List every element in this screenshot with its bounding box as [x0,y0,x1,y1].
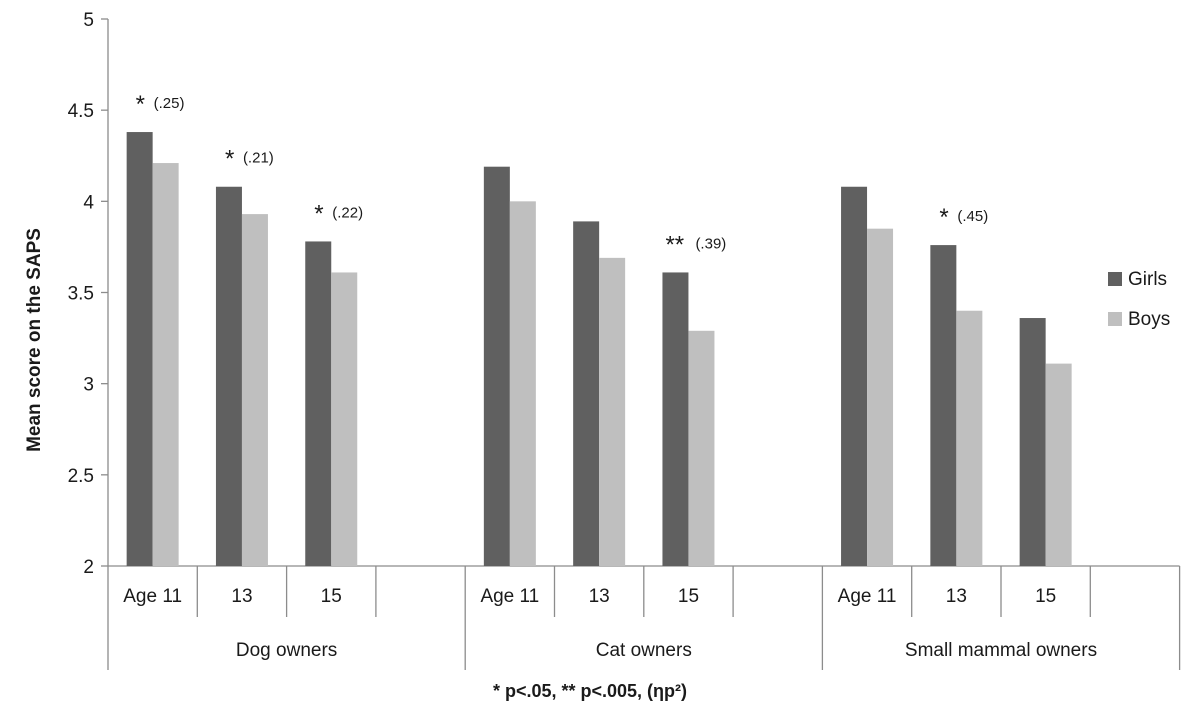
bar-girls [1019,318,1046,566]
legend-label-boys: Boys [1128,309,1170,330]
bar-boys [867,228,894,566]
bar-boys [956,310,983,566]
bar-girls [573,221,600,566]
y-tick-label: 4.5 [68,101,94,122]
bar-boys [509,201,536,567]
labels: 2 2.5 3 3.5 4 4.5 5 Age 11 * (.25) 13 * (.21) 15 * (.22… [68,10,1098,661]
category-label: 15 [678,586,699,607]
effect-size-label: (.25) [154,95,185,112]
significance-stars: * [136,91,145,118]
x-axis-label: * p<.05, ** p<.005, (ηp²) [493,681,687,701]
bar-girls [662,272,689,566]
bar-girls [483,166,510,566]
category-label: 13 [589,586,610,607]
bar-girls [215,186,242,566]
bar-boys [331,272,358,566]
bar-boys [241,214,268,566]
category-label: Age 11 [838,586,897,607]
group-label: Small mammal owners [905,640,1097,661]
bar-girls [126,132,153,566]
y-tick-label: 4 [83,192,94,213]
y-tick-label: 5 [83,10,94,31]
bar-boys [1045,363,1072,566]
axes [101,18,1181,670]
effect-size-label: (.45) [957,208,988,225]
category-label: 15 [1035,586,1056,607]
legend-label-girls: Girls [1128,269,1167,290]
category-label: 13 [231,586,252,607]
legend-swatch-boys [1108,312,1122,326]
y-tick-label: 3 [83,375,94,396]
y-tick-label: 2 [83,557,94,578]
group-label: Dog owners [236,640,337,661]
bar-boys [152,163,179,566]
legend-swatch-girls [1108,272,1122,286]
bar-girls [930,245,957,567]
category-label: Age 11 [480,586,539,607]
category-label: Age 11 [123,586,182,607]
category-label: 15 [321,586,342,607]
y-axis-label: Mean score on the SAPS [24,228,45,452]
group-label: Cat owners [596,640,692,661]
effect-size-label: (.39) [695,235,726,252]
significance-stars: * [225,146,234,173]
bar-boys [688,330,715,566]
effect-size-label: (.22) [332,204,363,221]
y-tick-label: 3.5 [68,284,94,305]
effect-size-label: (.21) [243,150,274,167]
category-label: 13 [946,586,967,607]
bars [126,132,1072,567]
bar-girls [305,241,332,567]
significance-stars: * [314,200,323,227]
bar-boys [599,257,626,566]
bar-girls [841,186,868,566]
significance-stars: * [939,204,948,231]
legend: Girls Boys [1108,269,1170,330]
significance-stars: ** [665,231,684,258]
y-tick-label: 2.5 [68,466,94,487]
